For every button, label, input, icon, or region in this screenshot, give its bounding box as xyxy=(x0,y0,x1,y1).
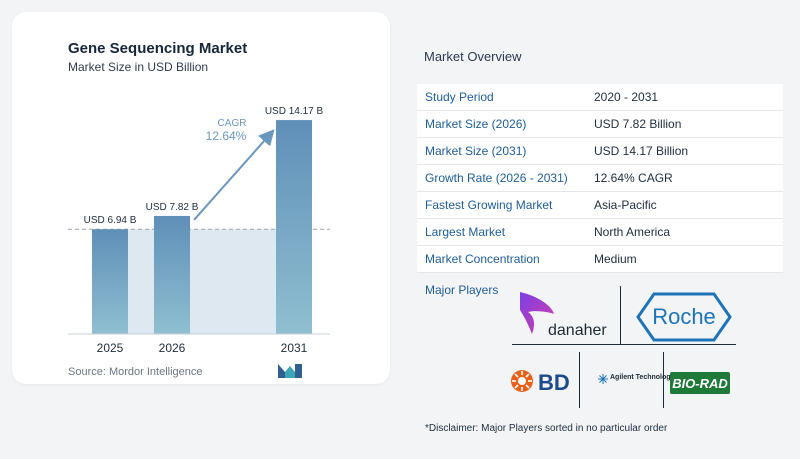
disclaimer-note: *Disclaimer: Major Players sorted in no … xyxy=(425,423,668,434)
row-value: Asia-Pacific xyxy=(594,198,657,212)
row-value: North America xyxy=(594,225,671,239)
source-note: Source: Mordor Intelligence xyxy=(68,366,203,378)
row-label: Market Concentration xyxy=(425,252,540,266)
data-label: USD 14.17 B xyxy=(265,106,324,117)
bar xyxy=(154,215,190,334)
row-label: Market Size (2026) xyxy=(425,117,527,131)
overview-table: Study Period 2020 - 2031 Market Size (20… xyxy=(417,84,783,273)
table-row: Market Size (2031) USD 14.17 Billion xyxy=(417,138,783,165)
bar-chart: USD 6.94 B 2025 USD 7.82 B 2026 USD 14.17 B 2… xyxy=(68,106,330,355)
agilent-logo-text: Agilent Technologies xyxy=(610,374,681,381)
danaher-logo-text: danaher xyxy=(548,322,607,339)
row-value: 2020 - 2031 xyxy=(594,90,659,104)
danaher-logo-icon xyxy=(520,292,554,334)
cagr-label: CAGR xyxy=(218,118,247,129)
table-row: Largest Market North America xyxy=(417,219,783,246)
agilent-spark-icon xyxy=(598,374,608,384)
row-label: Growth Rate (2026 - 2031) xyxy=(425,171,568,185)
data-label: USD 6.94 B xyxy=(84,215,137,226)
logo-divider xyxy=(579,352,580,408)
bar xyxy=(92,229,128,334)
bd-logo-text: BD xyxy=(538,370,570,395)
roche-logo-icon: Roche xyxy=(636,292,732,342)
mordor-logo-icon xyxy=(278,364,302,378)
table-row: Study Period 2020 - 2031 xyxy=(417,84,783,111)
logo-divider xyxy=(620,286,621,344)
logo-divider xyxy=(663,352,664,408)
row-value: USD 14.17 Billion xyxy=(594,144,689,158)
row-label: Market Size (2031) xyxy=(425,144,527,158)
logo-divider xyxy=(512,344,736,345)
roche-logo-text: Roche xyxy=(652,304,716,329)
bd-logo-icon: BD xyxy=(511,370,570,395)
table-row: Growth Rate (2026 - 2031) 12.64% CAGR xyxy=(417,165,783,192)
x-tick-label: 2025 xyxy=(97,341,124,355)
x-tick-label: 2026 xyxy=(159,341,186,355)
row-label: Largest Market xyxy=(425,225,506,239)
table-row: Market Size (2026) USD 7.82 Billion xyxy=(417,111,783,138)
table-row: Fastest Growing Market Asia-Pacific xyxy=(417,192,783,219)
row-value: Medium xyxy=(594,252,637,266)
chart-title: Gene Sequencing Market xyxy=(68,40,248,57)
biorad-logo-icon: BIO-RAD xyxy=(670,372,730,394)
cagr-value: 12.64% xyxy=(206,129,247,143)
x-tick-label: 2031 xyxy=(281,341,308,355)
row-label: Fastest Growing Market xyxy=(425,198,553,212)
data-label: USD 7.82 B xyxy=(146,202,199,213)
row-label: Study Period xyxy=(425,90,494,104)
row-value: USD 7.82 Billion xyxy=(594,117,682,131)
chart-subtitle: Market Size in USD Billion xyxy=(68,60,209,74)
table-row: Market Concentration Medium xyxy=(417,246,783,273)
bar xyxy=(276,120,312,335)
cagr-arrow xyxy=(193,129,275,221)
row-value: 12.64% CAGR xyxy=(594,171,673,185)
major-players-label: Major Players xyxy=(425,283,499,297)
biorad-logo-text: BIO-RAD xyxy=(672,376,728,391)
overview-title: Market Overview xyxy=(424,49,522,64)
